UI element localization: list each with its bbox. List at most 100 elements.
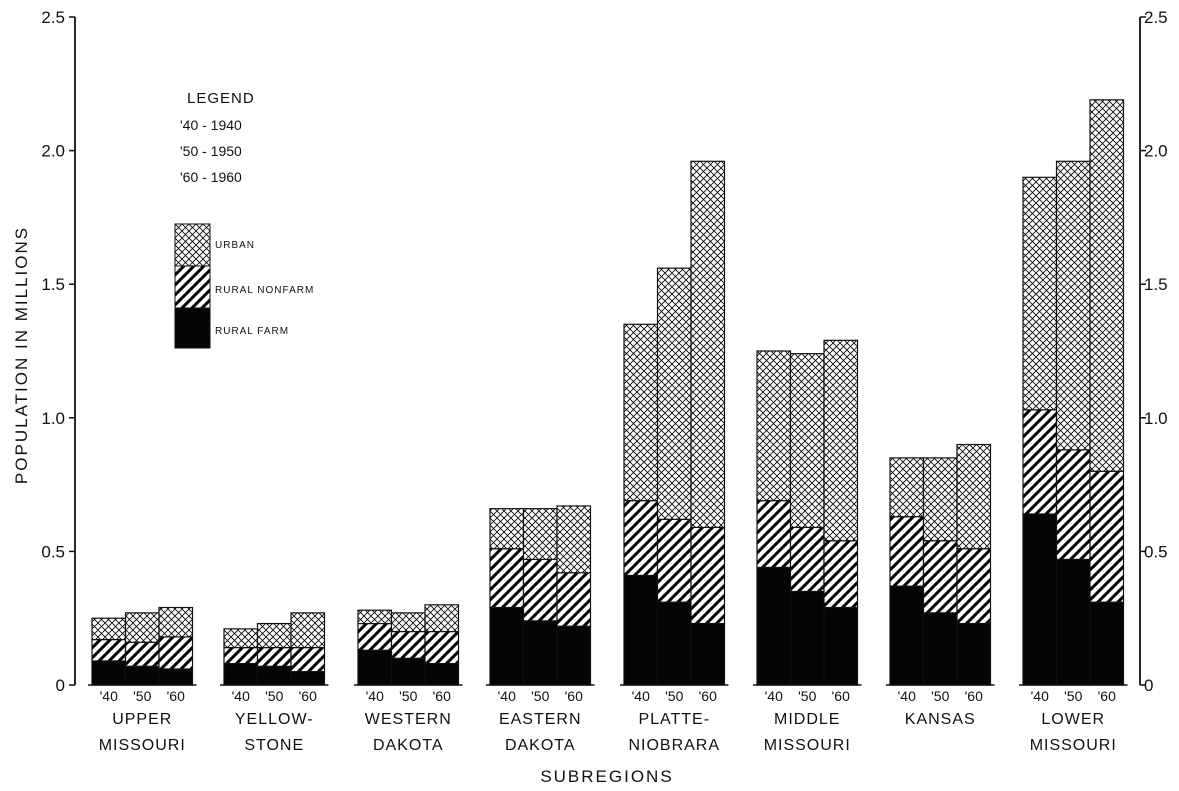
- y-tick-label-right: 0.5: [1144, 542, 1168, 561]
- bar-segment-rural-farm: [1022, 513, 1058, 686]
- category-label-line1: YELLOW-: [235, 711, 314, 728]
- category-label-line1: LOWER: [1041, 711, 1105, 728]
- year-label: '50: [798, 688, 816, 704]
- category-label-line1: EASTERN: [499, 711, 582, 728]
- year-label: '50: [665, 688, 683, 704]
- bar-segment-rural-nonfarm: [922, 540, 958, 614]
- bar-segment-urban: [390, 612, 426, 633]
- y-tick-label-left: 1.5: [41, 275, 65, 294]
- year-label: '60: [299, 688, 317, 704]
- bar-segment-urban: [522, 508, 558, 561]
- category-label-line2: MISSOURI: [99, 737, 186, 754]
- year-label: '50: [265, 688, 283, 704]
- year-label: '40: [232, 688, 250, 704]
- bar-segment-rural-farm: [91, 660, 127, 686]
- bar-segment-rural-farm: [390, 657, 426, 686]
- bar-segment-rural-nonfarm: [1022, 409, 1058, 515]
- bar-segment-rural-farm: [756, 566, 792, 686]
- bar-segment-rural-nonfarm: [290, 646, 326, 673]
- bar-segment-rural-farm: [823, 606, 859, 686]
- bar-segment-rural-farm: [357, 649, 393, 686]
- legend-swatch-diagonal: [174, 265, 211, 309]
- bar-segment-rural-farm: [789, 590, 825, 686]
- bar-segment-rural-farm: [522, 620, 558, 686]
- bar-segment-rural-farm: [922, 612, 958, 686]
- legend-year-entry: '40 - 1940: [180, 117, 242, 133]
- legend-entry-label: RURAL FARM: [215, 326, 289, 337]
- y-tick-label-left: 1.0: [41, 409, 65, 428]
- bar-segment-urban: [1022, 176, 1058, 411]
- bar-segment-urban: [91, 617, 127, 641]
- bar-segment-urban: [424, 604, 460, 633]
- y-tick-label-right: 1.5: [1144, 275, 1168, 294]
- category-label-line1: PLATTE-: [638, 711, 710, 728]
- bar-segment-rural-farm: [656, 601, 692, 686]
- bar-segment-rural-farm: [1089, 601, 1125, 686]
- bar-segment-rural-nonfarm: [889, 516, 925, 587]
- year-label: '60: [167, 688, 185, 704]
- bar-segment-rural-nonfarm: [522, 558, 558, 622]
- bar-segment-rural-farm: [290, 671, 326, 686]
- bar-segment-urban: [556, 505, 592, 574]
- category-label-line2: MISSOURI: [1030, 737, 1117, 754]
- bars: [91, 99, 1125, 686]
- bar-segment-rural-nonfarm: [690, 526, 726, 625]
- bar-segment-rural-nonfarm: [556, 572, 592, 627]
- bar-segment-urban: [690, 160, 726, 528]
- year-label: '40: [100, 688, 118, 704]
- year-label: '40: [1031, 688, 1049, 704]
- year-label: '60: [1098, 688, 1116, 704]
- bar-segment-rural-farm: [424, 663, 460, 686]
- bar-segment-urban: [956, 443, 992, 550]
- bar-segment-rural-farm: [256, 665, 292, 686]
- bar-segment-rural-nonfarm: [390, 630, 426, 659]
- bar-segment-rural-farm: [158, 668, 194, 686]
- legend: LEGEND '40 - 1940 '50 - 1950 '60 - 1960 URBA…: [174, 90, 314, 349]
- bar-segment-urban: [158, 606, 194, 638]
- y-tick-label-left: 2.5: [41, 8, 65, 27]
- year-label: '40: [498, 688, 516, 704]
- legend-entry-label: URBAN: [215, 240, 255, 251]
- bar-segment-rural-nonfarm: [424, 630, 460, 665]
- legend-entry-label: RURAL NONFARM: [215, 285, 314, 296]
- bar-segment-urban: [623, 323, 659, 502]
- bar-segment-urban: [756, 350, 792, 502]
- bar-segment-urban: [889, 457, 925, 518]
- bar-segment-rural-farm: [956, 622, 992, 686]
- bar-segment-rural-nonfarm: [357, 622, 393, 651]
- bar-segment-rural-farm: [690, 622, 726, 686]
- bar-segment-rural-nonfarm: [656, 518, 692, 603]
- legend-swatch-solid: [174, 307, 211, 349]
- bar-segment-rural-nonfarm: [756, 500, 792, 569]
- category-label-line1: UPPER: [112, 711, 172, 728]
- year-label: '40: [898, 688, 916, 704]
- year-label: '50: [133, 688, 151, 704]
- bar-segment-urban: [489, 508, 525, 550]
- bar-segment-urban: [1089, 99, 1125, 472]
- year-label: '40: [366, 688, 384, 704]
- category-label-line2: NIOBRARA: [628, 737, 720, 754]
- bar-segment-rural-nonfarm: [489, 548, 525, 609]
- category-label-line2: DAKOTA: [373, 737, 444, 754]
- year-label: '60: [699, 688, 717, 704]
- category-label-line2: MISSOURI: [764, 737, 851, 754]
- y-tick-label-right: 0: [1144, 676, 1153, 695]
- bar-segment-rural-farm: [1055, 558, 1091, 686]
- bar-segment-urban: [223, 628, 259, 649]
- bar-segment-rural-nonfarm: [789, 526, 825, 593]
- year-label: '50: [1064, 688, 1082, 704]
- bar-segment-rural-farm: [889, 585, 925, 686]
- bar-segment-rural-nonfarm: [124, 641, 160, 667]
- bar-segment-urban: [823, 339, 859, 542]
- y-axis-title: POPULATION IN MILLIONS: [12, 226, 31, 484]
- legend-title: LEGEND: [187, 90, 255, 107]
- bar-segment-rural-nonfarm: [158, 636, 194, 670]
- bar-segment-urban: [1055, 160, 1091, 451]
- year-label: '60: [832, 688, 850, 704]
- year-label: '50: [531, 688, 549, 704]
- year-label: '40: [765, 688, 783, 704]
- legend-year-entry: '50 - 1950: [180, 143, 242, 159]
- x-axis-title: SUBREGIONS: [540, 767, 673, 786]
- bar-segment-rural-nonfarm: [956, 548, 992, 625]
